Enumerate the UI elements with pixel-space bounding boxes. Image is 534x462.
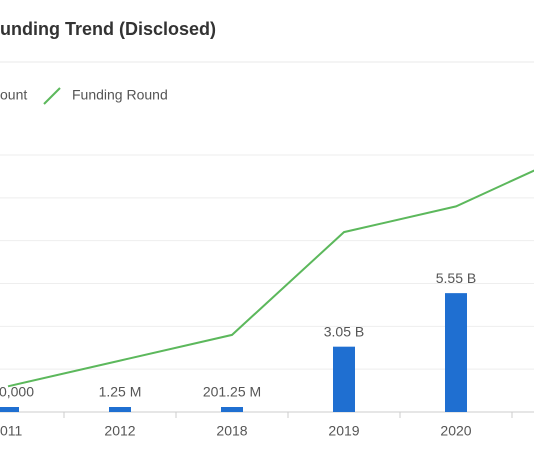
x-tick-label: 011 xyxy=(0,423,23,439)
bar xyxy=(221,407,243,412)
data-label: 0,000 xyxy=(0,384,34,400)
data-label: 201.25 M xyxy=(203,384,261,400)
bar xyxy=(445,293,467,412)
line xyxy=(7,169,534,388)
legend-icon xyxy=(43,87,61,105)
bar xyxy=(109,407,131,412)
x-tick-label: 2018 xyxy=(216,423,247,439)
x-tick-label: 2012 xyxy=(104,423,135,439)
bar xyxy=(0,407,19,412)
bar xyxy=(333,346,355,412)
x-tick-label: 2019 xyxy=(328,423,359,439)
legend-label: Funding Round xyxy=(72,87,168,103)
data-label: 5.55 B xyxy=(436,270,476,286)
data-label: 1.25 M xyxy=(99,384,142,400)
chart-title: unding Trend (Disclosed) xyxy=(0,19,216,39)
x-tick-label: 2020 xyxy=(440,423,471,439)
data-label: 3.05 B xyxy=(324,323,364,339)
legend-label: ount xyxy=(0,87,27,103)
